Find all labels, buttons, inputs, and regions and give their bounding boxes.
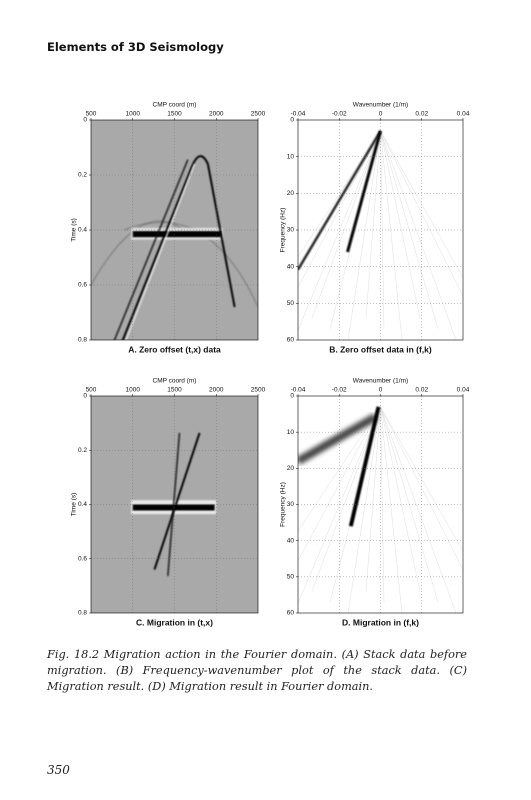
migrated-dip	[167, 432, 181, 577]
x-tick-label: 0.02	[415, 111, 428, 118]
fan-line	[298, 406, 381, 532]
fan-line	[311, 130, 381, 319]
fan-line	[380, 406, 421, 592]
x-tick-label: 1500	[167, 387, 182, 394]
y-tick-label: 0.4	[78, 227, 87, 234]
x-tick-label: 2000	[209, 111, 224, 118]
dip-event	[121, 155, 236, 340]
y-tick-label: 10	[287, 153, 295, 160]
x-tick-label: 500	[86, 111, 97, 118]
fan-line	[347, 406, 381, 613]
y-tick-label: 30	[287, 501, 295, 508]
dip-energy	[348, 406, 381, 527]
panel-caption: B. Zero offset data in (f,k)	[329, 344, 432, 354]
x-tick-label: 1000	[126, 387, 141, 394]
y-axis-label: Frequency (Hz)	[280, 208, 287, 253]
y-tick-label: 50	[287, 300, 295, 307]
panel-frame	[297, 119, 464, 341]
x-tick-label: 500	[86, 387, 97, 394]
x-axis-label: CMP coord (m)	[153, 102, 197, 109]
dip-energy	[298, 130, 382, 271]
dip-event	[113, 159, 189, 340]
y-tick-label: 0.2	[78, 172, 87, 179]
running-header: Elements of 3D Seismology	[47, 40, 224, 54]
migrated-dip	[153, 432, 201, 570]
panel-caption: C. Migration in (t,x)	[136, 617, 213, 627]
x-tick-label: 2500	[251, 111, 266, 118]
x-axis-label: Wavenumber (1/m)	[353, 378, 408, 385]
flat-event	[132, 231, 222, 238]
y-tick-label: 20	[287, 465, 295, 472]
y-tick-label: 0	[83, 393, 87, 400]
hyperbola	[91, 220, 184, 286]
x-tick-label: -0.02	[332, 387, 347, 394]
y-tick-label: 60	[287, 610, 295, 617]
x-tick-label: -0.04	[291, 387, 306, 394]
y-tick-label: 0.8	[78, 337, 87, 344]
figure-caption: Fig. 18.2 Migration action in the Fourie…	[47, 648, 467, 693]
panel-frame	[90, 395, 259, 614]
y-tick-label: 0.8	[78, 610, 87, 617]
y-tick-label: 0	[290, 393, 294, 400]
fan-line	[311, 406, 381, 592]
fan-line	[380, 130, 457, 340]
y-tick-label: 0	[290, 117, 294, 124]
fan-line	[380, 406, 403, 613]
fan-line	[298, 130, 381, 331]
x-tick-label: 0	[379, 111, 383, 118]
y-tick-label: 30	[287, 227, 295, 234]
dip-event-light	[125, 163, 196, 340]
y-tick-label: 20	[287, 190, 295, 197]
x-tick-label: 0.02	[415, 387, 428, 394]
dip-energy	[346, 130, 382, 253]
panel-frame	[297, 395, 464, 614]
fan-line	[380, 406, 463, 571]
x-tick-label: -0.02	[332, 111, 347, 118]
y-tick-label: 10	[287, 429, 295, 436]
panel-caption: D. Migration in (f,k)	[342, 617, 419, 627]
y-axis-label: Frequency (Hz)	[280, 482, 287, 527]
y-axis-label: Time (s)	[71, 493, 78, 517]
fan-line	[380, 130, 421, 319]
x-tick-label: -0.04	[291, 111, 306, 118]
fan-line	[298, 406, 381, 605]
panel-caption: A. Zero offset (t,x) data	[128, 344, 221, 354]
fan-line	[347, 130, 381, 340]
y-tick-label: 50	[287, 574, 295, 581]
fan-line	[380, 130, 403, 340]
x-axis-label: Wavenumber (1/m)	[353, 102, 408, 109]
dip-energy-wide	[298, 413, 378, 465]
fan-line	[365, 406, 381, 592]
fan-line	[365, 130, 381, 319]
x-tick-label: 0.04	[457, 387, 470, 394]
y-tick-label: 0	[83, 117, 87, 124]
fan-line	[380, 406, 457, 613]
fan-line	[380, 130, 463, 297]
y-tick-label: 0.2	[78, 447, 87, 454]
y-tick-label: 0.4	[78, 501, 87, 508]
x-tick-label: 0	[379, 387, 383, 394]
y-tick-label: 40	[287, 537, 295, 544]
x-tick-label: 2500	[251, 387, 266, 394]
y-axis-label: Time (s)	[71, 218, 78, 242]
x-tick-label: 1000	[126, 111, 141, 118]
y-tick-label: 0.6	[78, 555, 87, 562]
x-axis-label: CMP coord (m)	[153, 378, 197, 385]
page-number: 350	[47, 763, 70, 777]
y-tick-label: 40	[287, 263, 295, 270]
x-tick-label: 1500	[167, 111, 182, 118]
y-tick-label: 0.6	[78, 282, 87, 289]
panel-frame	[90, 119, 259, 341]
x-tick-label: 2000	[209, 387, 224, 394]
x-tick-label: 0.04	[457, 111, 470, 118]
fan-line	[298, 130, 381, 258]
y-tick-label: 60	[287, 337, 295, 344]
